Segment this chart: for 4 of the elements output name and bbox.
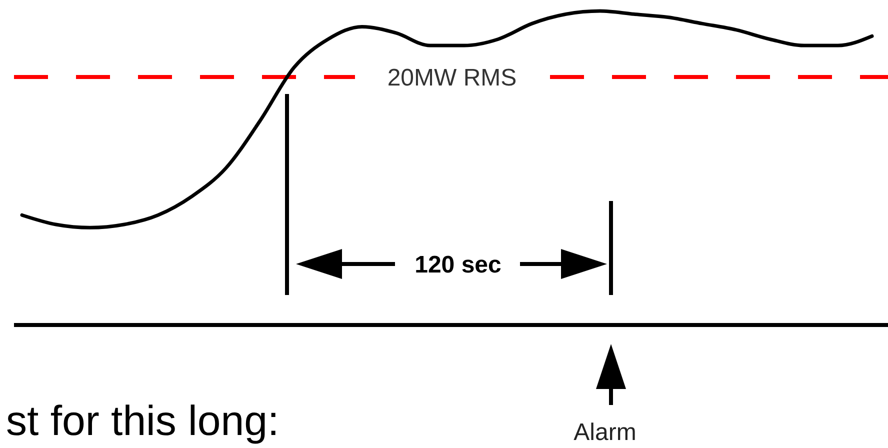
ref-line-label: 20MW RMS [387,64,517,92]
text: st for this long: [6,397,280,444]
text: Alarm [574,419,636,446]
annotation: 120 sec [414,251,502,278]
